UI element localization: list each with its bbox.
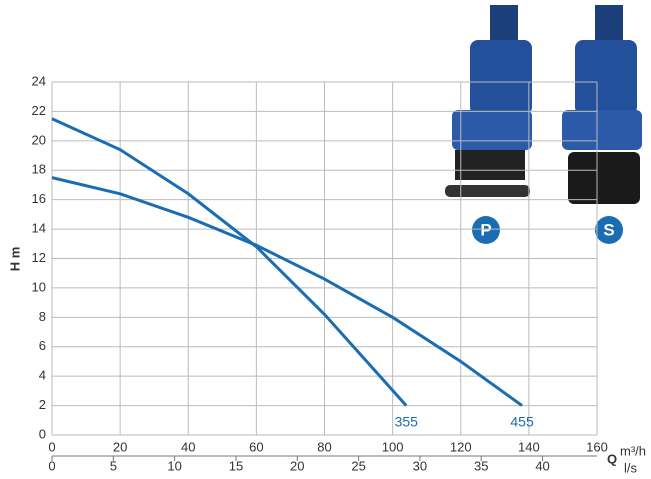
x-tick-label: 140: [518, 439, 540, 454]
pump-s: [562, 5, 642, 204]
x-axis-label: Q: [607, 451, 617, 466]
line: [52, 119, 406, 406]
x2-tick-label: 25: [351, 458, 365, 473]
x2-tick-label: 15: [229, 458, 243, 473]
x-tick-label: 160: [586, 439, 608, 454]
x2-tick-label: 10: [167, 458, 181, 473]
y-tick-label: 0: [39, 426, 46, 441]
x-tick-label: 60: [249, 439, 263, 454]
x2-tick-label: 40: [535, 458, 549, 473]
chart: P S H m Q m³/h l/s 024681012141618202224…: [0, 0, 651, 479]
x-unit: m³/h: [620, 443, 646, 458]
x2-tick-label: 35: [474, 458, 488, 473]
y-axis-label: H m: [7, 247, 22, 272]
x-tick-label: 40: [181, 439, 195, 454]
x2-tick-label: 0: [48, 458, 55, 473]
y-tick-label: 2: [39, 397, 46, 412]
x2-tick-label: 20: [290, 458, 304, 473]
badge: S: [603, 220, 614, 239]
badge: P: [480, 220, 491, 239]
x2-unit: l/s: [624, 460, 638, 475]
series-label: 355: [395, 413, 419, 429]
y-tick-label: 18: [32, 162, 46, 177]
pump-p: [445, 5, 532, 197]
x2-tick-label: 30: [413, 458, 427, 473]
y-tick-label: 14: [32, 221, 46, 236]
y-tick-label: 6: [39, 338, 46, 353]
y-tick-label: 10: [32, 279, 46, 294]
x-tick-label: 20: [113, 439, 127, 454]
y-tick-label: 8: [39, 309, 46, 324]
y-tick-label: 20: [32, 132, 46, 147]
y-tick-label: 4: [39, 368, 46, 383]
y-tick-label: 24: [32, 73, 46, 88]
series-label: 455: [510, 413, 534, 429]
y-tick-label: 22: [32, 103, 46, 118]
x-tick-label: 120: [450, 439, 472, 454]
y-tick-label: 12: [32, 250, 46, 265]
x-tick-label: 100: [382, 439, 404, 454]
x-tick-label: 80: [317, 439, 331, 454]
line: [52, 178, 522, 406]
x-tick-label: 0: [48, 439, 55, 454]
x2-tick-label: 5: [110, 458, 117, 473]
y-tick-label: 16: [32, 191, 46, 206]
